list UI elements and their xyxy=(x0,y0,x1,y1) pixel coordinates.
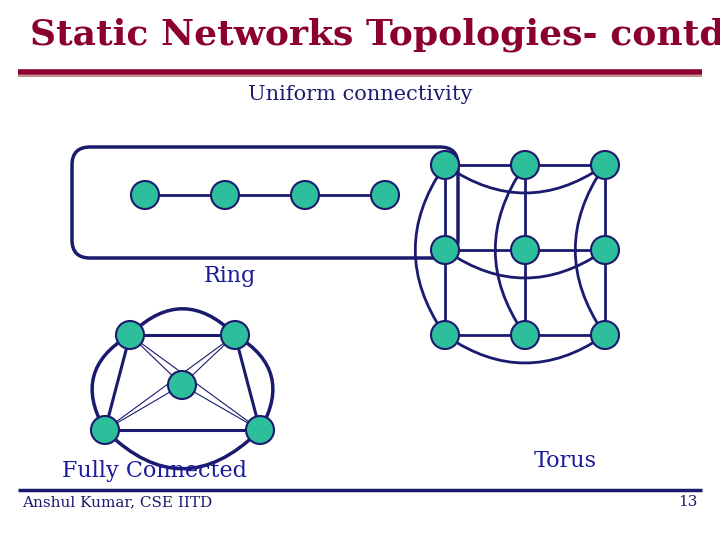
Circle shape xyxy=(168,371,196,399)
Circle shape xyxy=(591,151,619,179)
Text: Static Networks Topologies- contd.: Static Networks Topologies- contd. xyxy=(30,18,720,52)
Text: 13: 13 xyxy=(679,495,698,509)
FancyArrowPatch shape xyxy=(575,167,603,333)
Circle shape xyxy=(221,321,249,349)
Circle shape xyxy=(246,416,274,444)
FancyArrowPatch shape xyxy=(415,167,444,333)
Text: Fully Connected: Fully Connected xyxy=(63,460,248,482)
Circle shape xyxy=(591,321,619,349)
Circle shape xyxy=(431,151,459,179)
FancyArrowPatch shape xyxy=(92,336,127,428)
FancyArrowPatch shape xyxy=(447,252,603,278)
Circle shape xyxy=(116,321,144,349)
Text: Ring: Ring xyxy=(204,265,256,287)
Text: Anshul Kumar, CSE IITD: Anshul Kumar, CSE IITD xyxy=(22,495,212,509)
Circle shape xyxy=(431,321,459,349)
Circle shape xyxy=(511,321,539,349)
Text: Torus: Torus xyxy=(534,450,596,472)
Text: Uniform connectivity: Uniform connectivity xyxy=(248,85,472,104)
Circle shape xyxy=(511,236,539,264)
Circle shape xyxy=(211,181,239,209)
FancyArrowPatch shape xyxy=(495,167,523,333)
Circle shape xyxy=(591,236,619,264)
Circle shape xyxy=(371,181,399,209)
FancyArrowPatch shape xyxy=(447,166,603,193)
FancyArrowPatch shape xyxy=(107,432,258,469)
FancyArrowPatch shape xyxy=(132,309,233,333)
Circle shape xyxy=(91,416,119,444)
Circle shape xyxy=(291,181,319,209)
Circle shape xyxy=(131,181,159,209)
FancyArrowPatch shape xyxy=(238,336,273,428)
Circle shape xyxy=(511,151,539,179)
Circle shape xyxy=(431,236,459,264)
FancyArrowPatch shape xyxy=(447,336,603,363)
